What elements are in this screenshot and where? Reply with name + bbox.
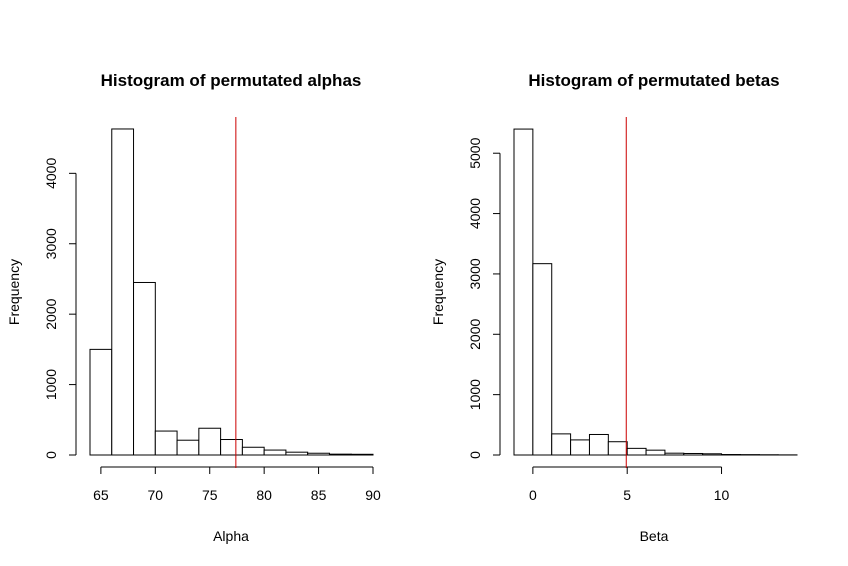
beta-y-tick-label: 4000 (467, 198, 483, 229)
beta-bar (570, 439, 590, 456)
alpha-bar (111, 128, 135, 456)
alpha-x-tick-label: 90 (365, 487, 381, 503)
alpha-bars (89, 128, 374, 456)
beta-bar (588, 433, 609, 456)
alpha-y-tick-label: 0 (43, 451, 59, 459)
beta-bar (645, 449, 666, 456)
beta-y-axis-label: Frequency (430, 259, 446, 325)
alpha-histogram-panel: Histogram of permutated alphas Alpha Fre… (6, 71, 381, 544)
alpha-chart-title: Histogram of permutated alphas (101, 71, 362, 90)
alpha-bar (307, 452, 330, 456)
beta-bar (513, 128, 534, 456)
alpha-bar (328, 453, 352, 456)
beta-bars (513, 128, 798, 456)
beta-x-tick-label: 10 (714, 487, 730, 503)
alpha-bar (220, 439, 243, 456)
alpha-bar (198, 427, 222, 456)
beta-y-tick-label: 1000 (467, 379, 483, 410)
beta-x-tick-label: 5 (623, 487, 631, 503)
alpha-bar (350, 453, 374, 456)
alpha-y-tick-label: 3000 (43, 228, 59, 259)
alpha-y-tick-label: 2000 (43, 298, 59, 329)
alpha-x-tick-label: 85 (311, 487, 327, 503)
beta-y-tick-label: 0 (467, 451, 483, 459)
alpha-bar (176, 439, 200, 456)
alpha-x-axis-label: Alpha (213, 528, 249, 544)
alpha-bar (133, 281, 156, 456)
alpha-bar (241, 446, 265, 456)
beta-y-tick-label: 5000 (467, 137, 483, 168)
alpha-x-axis: 65 70 75 80 85 90 (93, 466, 381, 503)
alpha-y-tick-label: 1000 (43, 369, 59, 400)
beta-x-axis-label: Beta (640, 528, 669, 544)
beta-x-tick-label: 0 (529, 487, 537, 503)
alpha-x-tick-label: 75 (202, 487, 218, 503)
beta-bar (664, 452, 685, 456)
alpha-y-tick-label: 4000 (43, 158, 59, 189)
beta-histogram-panel: Histogram of permutated betas Beta Frequ… (430, 71, 798, 544)
alpha-y-axis: 0 1000 2000 3000 4000 (43, 158, 77, 459)
beta-y-tick-label: 2000 (467, 319, 483, 350)
alpha-y-axis-label: Frequency (6, 259, 22, 325)
alpha-x-tick-label: 70 (148, 487, 164, 503)
beta-x-axis: 0 5 10 (529, 466, 730, 503)
beta-y-axis: 0 1000 2000 3000 4000 5000 (467, 137, 501, 459)
alpha-bar (285, 451, 309, 456)
beta-bar (532, 263, 553, 456)
beta-bar (683, 452, 704, 456)
alpha-x-tick-label: 65 (93, 487, 109, 503)
beta-bar (626, 447, 647, 456)
beta-bar (702, 453, 723, 456)
alpha-bar (89, 348, 113, 456)
alpha-bar (263, 449, 287, 456)
beta-bar (607, 441, 628, 456)
beta-y-tick-label: 3000 (467, 258, 483, 289)
alpha-bar (154, 430, 178, 456)
alpha-x-tick-label: 80 (256, 487, 272, 503)
beta-chart-title: Histogram of permutated betas (528, 71, 779, 90)
beta-bar (551, 433, 572, 456)
